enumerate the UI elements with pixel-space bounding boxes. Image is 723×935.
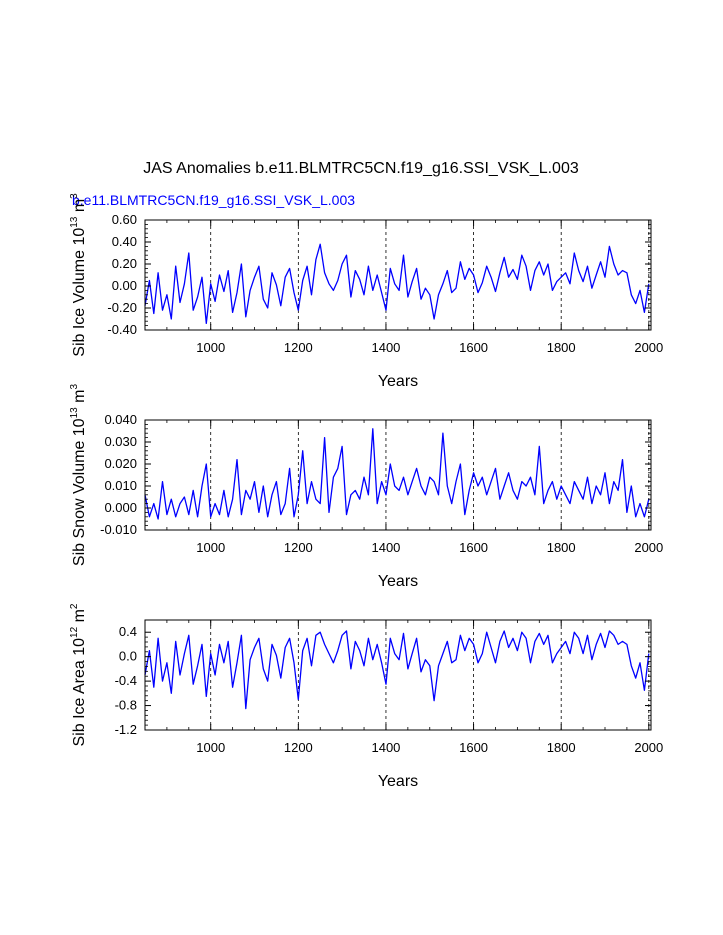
x-axis-label: Years [378,373,418,390]
figure-subtitle: b.e11.BLMTRC5CN.f19_g16.SSI_VSK_L.003 [72,192,355,208]
y-axis-label: Sib Snow Volume 1013 m3 [69,384,88,567]
series-line-snow-volume-anomaly [144,428,650,520]
panel-ice-area: 1000 1200 1400 1600 1800 2000 -1.2 -0.8 -0.4 0.0 0… [69,603,663,790]
x-tick-label: 1600 [459,540,488,555]
panel-ice-volume: 1000 1200 1400 1600 1800 2000 -0.40 -0.20 0.00 0.… [69,193,663,390]
chart-panels: 1000 1200 1400 1600 1800 2000 -0.40 -0.20 0.00 0.… [69,193,663,790]
y-axis-label: Sib Ice Volume 1013 m3 [69,193,88,357]
x-tick-label: 1600 [459,740,488,755]
plot-frame [144,219,652,331]
y-tick-label: 0.4 [119,624,137,639]
x-tick-label: 1800 [547,540,576,555]
y-tick-label: 0.20 [112,256,137,271]
y-tick-label: 0.00 [112,278,137,293]
y-tick-label: 0.60 [112,212,137,227]
figure-title: JAS Anomalies b.e11.BLMTRC5CN.f19_g16.SS… [143,160,579,177]
y-tick-label: -0.20 [107,300,137,315]
x-tick-label: 1800 [547,740,576,755]
series-line-ice-volume-anomaly [144,243,650,325]
x-axis-label: Years [378,773,418,790]
x-tick-label: 1800 [547,340,576,355]
x-tick-label: 2000 [634,740,663,755]
y-tick-label: 0.40 [112,234,137,249]
x-tick-label: 1200 [284,540,313,555]
x-tick-label: 1400 [371,340,400,355]
x-tick-label: 2000 [634,340,663,355]
plot-frame [144,419,652,531]
x-tick-label: 1200 [284,740,313,755]
y-tick-label: 0.010 [104,478,137,493]
y-tick-label: 0.030 [104,434,137,449]
x-tick-label: 2000 [634,540,663,555]
x-axis-label: Years [378,573,418,590]
x-tick-label: 1000 [196,540,225,555]
y-tick-label: -1.2 [115,722,137,737]
x-tick-label: 1400 [371,740,400,755]
y-tick-label: -0.4 [115,673,137,688]
panel-snow-volume: 1000 1200 1400 1600 1800 2000 -0.010 0.000 0.010… [69,384,663,591]
plot-frame [144,619,652,731]
y-tick-label: 0.000 [104,500,137,515]
series-line-ice-area-anomaly [144,630,650,710]
y-tick-label: 0.040 [104,412,137,427]
x-tick-label: 1000 [196,740,225,755]
x-tick-label: 1400 [371,540,400,555]
y-tick-label: 0.0 [119,649,137,664]
x-tick-label: 1200 [284,340,313,355]
y-axis-label: Sib Ice Area 1012 m2 [69,603,88,746]
x-tick-label: 1600 [459,340,488,355]
y-tick-label: -0.40 [107,322,137,337]
y-tick-label: -0.010 [100,522,137,537]
y-tick-label: 0.020 [104,456,137,471]
y-tick-label: -0.8 [115,698,137,713]
x-tick-label: 1000 [196,340,225,355]
